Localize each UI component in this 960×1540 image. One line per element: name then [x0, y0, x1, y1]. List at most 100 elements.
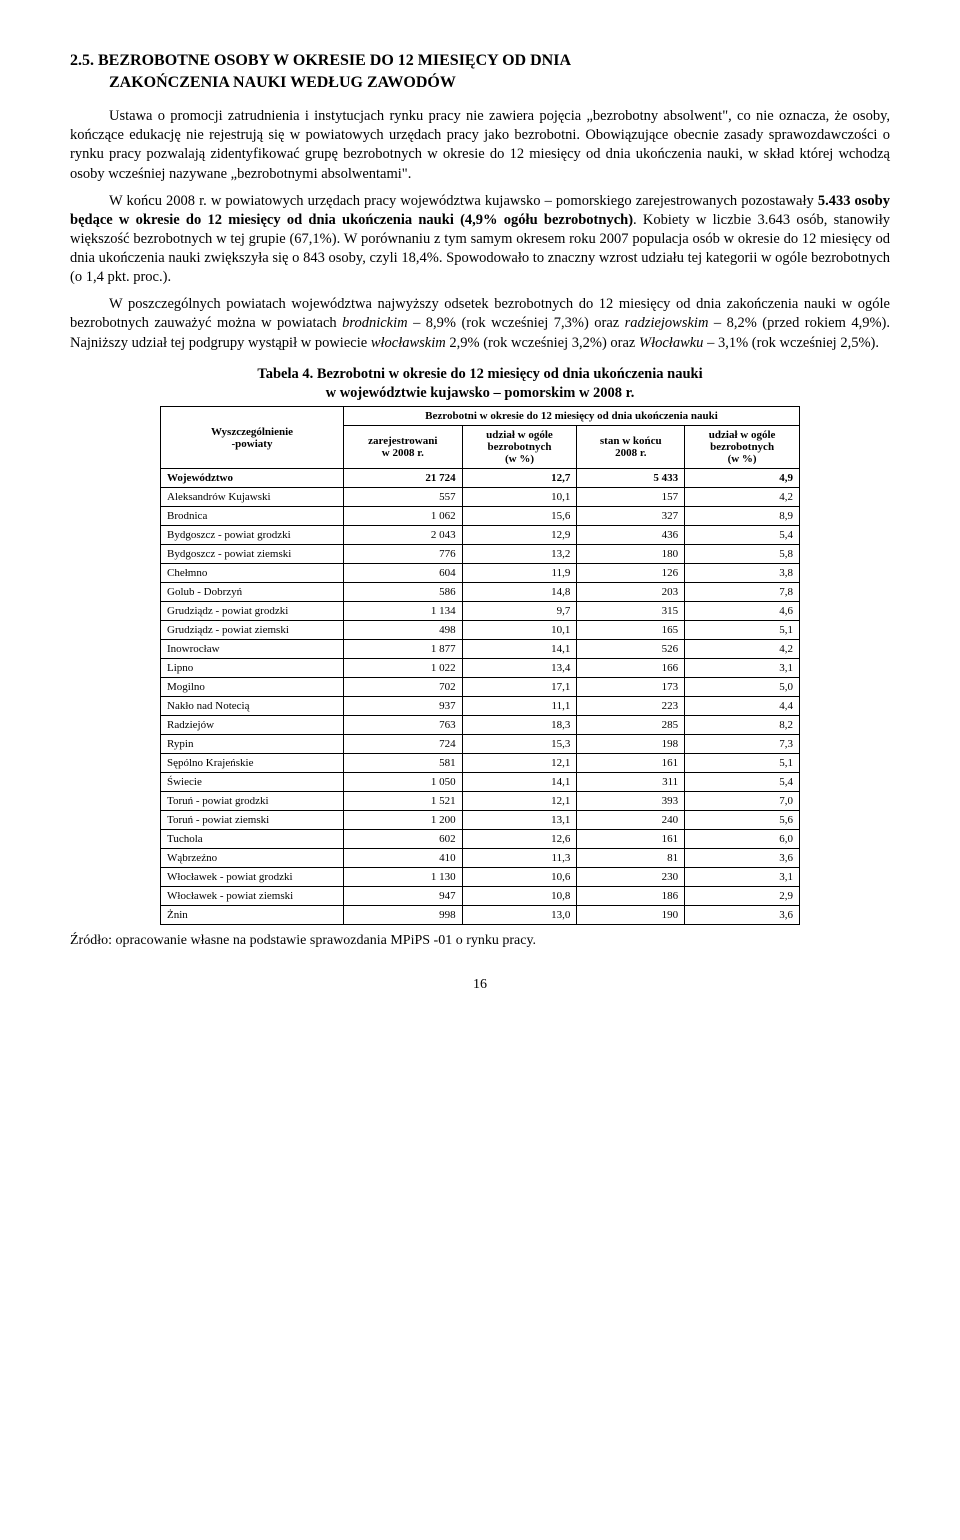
- cell-c1: 1 050: [344, 773, 463, 792]
- table-row: Wąbrzeźno41011,3813,6: [161, 849, 800, 868]
- cell-c3: 5 433: [577, 469, 685, 488]
- cell-c1: 410: [344, 849, 463, 868]
- cell-label: Nakło nad Notecią: [161, 697, 344, 716]
- cell-c3: 165: [577, 621, 685, 640]
- table-row: Tuchola60212,61616,0: [161, 830, 800, 849]
- cell-c2: 13,1: [462, 811, 577, 830]
- cell-c2: 12,1: [462, 792, 577, 811]
- table-row: Toruń - powiat ziemski1 20013,12405,6: [161, 811, 800, 830]
- cell-c3: 526: [577, 640, 685, 659]
- cell-label: Lipno: [161, 659, 344, 678]
- cell-c3: 81: [577, 849, 685, 868]
- cell-c2: 12,1: [462, 754, 577, 773]
- cell-c4: 7,3: [685, 735, 800, 754]
- table-row: Mogilno70217,11735,0: [161, 678, 800, 697]
- th-c4: udział w ogólebezrobotnych(w %): [685, 426, 800, 469]
- cell-c1: 947: [344, 887, 463, 906]
- p2-part-a: W końcu 2008 r. w powiatowych urzędach p…: [109, 193, 818, 209]
- cell-c3: 327: [577, 507, 685, 526]
- cell-c4: 7,8: [685, 583, 800, 602]
- paragraph-3: W poszczególnych powiatach województwa n…: [70, 295, 890, 352]
- table-row: Grudziądz - powiat ziemski49810,11655,1: [161, 621, 800, 640]
- section-title-line2: ZAKOŃCZENIA NAUKI WEDŁUG ZAWODÓW: [70, 72, 890, 94]
- th-c3: stan w końcu2008 r.: [577, 426, 685, 469]
- cell-c1: 1 022: [344, 659, 463, 678]
- cell-c3: 285: [577, 716, 685, 735]
- cell-c2: 13,2: [462, 545, 577, 564]
- cell-label: Województwo: [161, 469, 344, 488]
- cell-c3: 180: [577, 545, 685, 564]
- cell-c4: 5,0: [685, 678, 800, 697]
- cell-c1: 498: [344, 621, 463, 640]
- cell-c2: 11,1: [462, 697, 577, 716]
- cell-c4: 5,4: [685, 773, 800, 792]
- cell-c1: 604: [344, 564, 463, 583]
- cell-label: Rypin: [161, 735, 344, 754]
- cell-c4: 4,2: [685, 488, 800, 507]
- cell-c4: 4,6: [685, 602, 800, 621]
- table-caption: Tabela 4. Bezrobotni w okresie do 12 mie…: [70, 365, 890, 403]
- table-row: Żnin99813,01903,6: [161, 906, 800, 925]
- cell-label: Wąbrzeźno: [161, 849, 344, 868]
- cell-c1: 998: [344, 906, 463, 925]
- table-caption-line2: w województwie kujawsko – pomorskim w 20…: [326, 385, 635, 401]
- cell-c3: 393: [577, 792, 685, 811]
- cell-c2: 18,3: [462, 716, 577, 735]
- cell-label: Grudziądz - powiat ziemski: [161, 621, 344, 640]
- cell-label: Mogilno: [161, 678, 344, 697]
- cell-c4: 5,1: [685, 754, 800, 773]
- section-title-line1: BEZROBOTNE OSOBY W OKRESIE DO 12 MIESIĘC…: [98, 52, 571, 69]
- th-spec: Wyszczególnienie-powiaty: [161, 407, 344, 469]
- cell-label: Świecie: [161, 773, 344, 792]
- cell-label: Chełmno: [161, 564, 344, 583]
- th-group: Bezrobotni w okresie do 12 miesięcy od d…: [344, 407, 800, 426]
- p3-italic-wloclawskim: włocławskim: [371, 335, 446, 351]
- cell-c4: 8,2: [685, 716, 800, 735]
- source-note: Źródło: opracowanie własne na podstawie …: [70, 933, 890, 949]
- cell-label: Bydgoszcz - powiat ziemski: [161, 545, 344, 564]
- cell-c2: 12,6: [462, 830, 577, 849]
- cell-label: Toruń - powiat grodzki: [161, 792, 344, 811]
- cell-c1: 586: [344, 583, 463, 602]
- cell-c3: 315: [577, 602, 685, 621]
- cell-label: Włocławek - powiat grodzki: [161, 868, 344, 887]
- table-row: Włocławek - powiat ziemski94710,81862,9: [161, 887, 800, 906]
- cell-c2: 10,1: [462, 621, 577, 640]
- table-row: Włocławek - powiat grodzki1 13010,62303,…: [161, 868, 800, 887]
- cell-c2: 12,9: [462, 526, 577, 545]
- cell-c1: 1 062: [344, 507, 463, 526]
- cell-c4: 6,0: [685, 830, 800, 849]
- cell-c3: 230: [577, 868, 685, 887]
- cell-label: Żnin: [161, 906, 344, 925]
- cell-c2: 13,0: [462, 906, 577, 925]
- cell-c1: 776: [344, 545, 463, 564]
- cell-c4: 3,6: [685, 906, 800, 925]
- cell-c4: 4,2: [685, 640, 800, 659]
- paragraph-2: W końcu 2008 r. w powiatowych urzędach p…: [70, 192, 890, 288]
- p3-g: 2,9% (rok wcześniej 3,2%) oraz: [446, 335, 639, 351]
- cell-c3: 240: [577, 811, 685, 830]
- table-row: Inowrocław1 87714,15264,2: [161, 640, 800, 659]
- cell-label: Bydgoszcz - powiat grodzki: [161, 526, 344, 545]
- table-row: Aleksandrów Kujawski55710,11574,2: [161, 488, 800, 507]
- cell-c4: 7,0: [685, 792, 800, 811]
- table-row: Nakło nad Notecią93711,12234,4: [161, 697, 800, 716]
- table-row: Grudziądz - powiat grodzki1 1349,73154,6: [161, 602, 800, 621]
- p3-c: – 8,9% (rok wcześniej 7,3%) oraz: [408, 315, 625, 331]
- p3-italic-brodnickim: brodnickim: [342, 315, 408, 331]
- cell-c3: 166: [577, 659, 685, 678]
- table-row: Sępólno Krajeńskie58112,11615,1: [161, 754, 800, 773]
- cell-c4: 5,1: [685, 621, 800, 640]
- cell-c2: 14,8: [462, 583, 577, 602]
- cell-c1: 2 043: [344, 526, 463, 545]
- table-row: Chełmno60411,91263,8: [161, 564, 800, 583]
- section-number: 2.5.: [70, 52, 94, 69]
- cell-c2: 9,7: [462, 602, 577, 621]
- cell-c3: 436: [577, 526, 685, 545]
- p3-i: – 3,1% (rok wcześniej 2,5%).: [703, 335, 879, 351]
- cell-c3: 203: [577, 583, 685, 602]
- table-row: Lipno1 02213,41663,1: [161, 659, 800, 678]
- cell-c4: 4,9: [685, 469, 800, 488]
- cell-c1: 763: [344, 716, 463, 735]
- cell-c4: 5,6: [685, 811, 800, 830]
